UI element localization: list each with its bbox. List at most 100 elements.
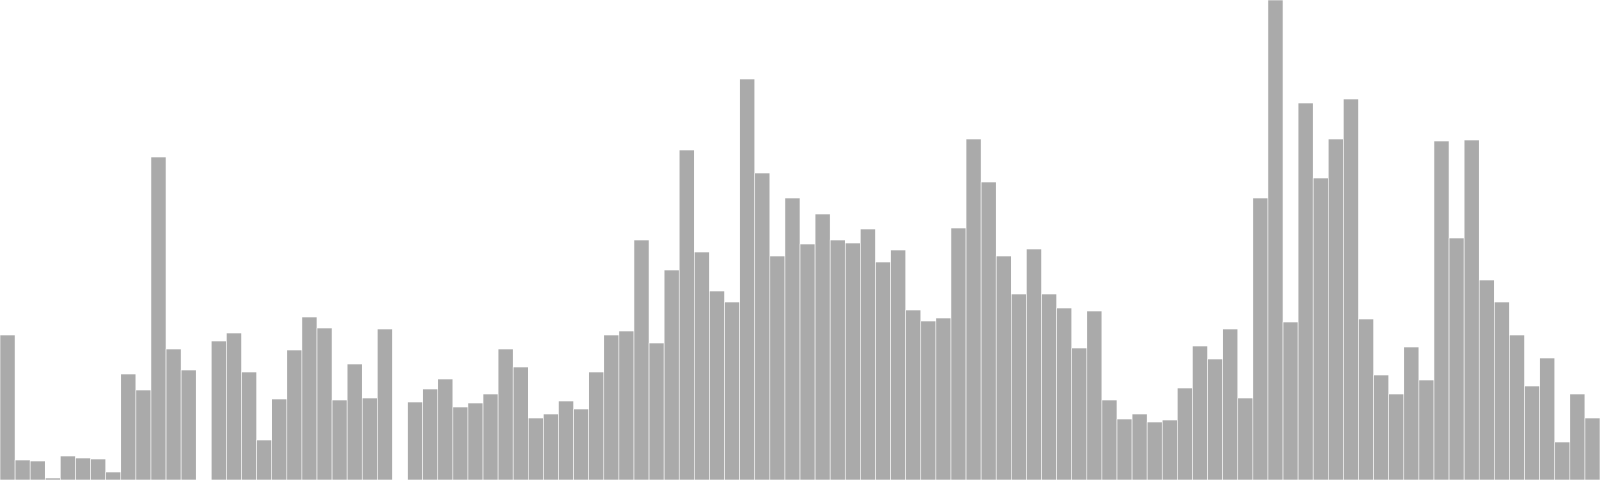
bar-33 (497, 348, 514, 480)
bar-22 (331, 399, 348, 480)
bar-103 (1554, 441, 1571, 480)
bar-80 (1207, 358, 1223, 480)
bar-82 (1237, 397, 1254, 480)
bar-73 (1101, 399, 1118, 480)
bar-94 (1418, 379, 1435, 480)
bar-16 (241, 371, 257, 480)
bar-43 (648, 342, 665, 480)
bar-45 (678, 149, 695, 480)
bar-74 (1116, 418, 1133, 480)
bar-97 (1463, 139, 1480, 480)
bar-29 (437, 378, 454, 480)
bar-47 (709, 290, 725, 480)
bar-102 (1539, 357, 1556, 480)
bar-63 (950, 227, 967, 480)
bar-70 (1056, 307, 1072, 480)
bar-36 (543, 413, 559, 480)
bar-15 (226, 332, 242, 480)
bar-21 (316, 327, 333, 480)
bar-50 (754, 172, 771, 480)
bar-104 (1569, 393, 1586, 480)
bar-67 (1011, 293, 1027, 480)
bar-86 (1297, 102, 1314, 480)
bar-11 (165, 348, 182, 480)
bar-56 (844, 242, 861, 480)
bar-38 (573, 408, 589, 480)
bar-96 (1448, 237, 1465, 480)
bar-46 (694, 251, 710, 480)
bar-30 (452, 406, 469, 480)
bar-31 (467, 402, 484, 480)
bar-42 (633, 239, 650, 480)
bar-93 (1403, 346, 1420, 480)
bar-105 (1584, 417, 1600, 480)
bar-75 (1131, 413, 1148, 480)
bar-99 (1494, 301, 1510, 480)
bar-90 (1358, 318, 1374, 480)
bar-35 (527, 417, 544, 480)
bar-32 (482, 393, 499, 480)
bar-5 (75, 457, 91, 480)
bar-85 (1282, 321, 1299, 480)
bar-34 (512, 366, 529, 480)
bar-49 (739, 78, 756, 480)
bar-4 (60, 455, 76, 480)
bar-95 (1433, 140, 1450, 480)
bar-71 (1071, 347, 1088, 480)
bar-57 (860, 228, 876, 480)
bar-65 (980, 181, 997, 480)
bar-62 (935, 317, 952, 480)
bar-2 (29, 460, 46, 480)
bar-89 (1343, 98, 1359, 480)
bar-100 (1509, 334, 1525, 480)
bar-92 (1388, 393, 1405, 480)
bar-61 (920, 320, 937, 480)
bar-40 (603, 334, 620, 480)
bar-101 (1524, 385, 1540, 480)
bar-59 (890, 249, 906, 480)
bar-37 (558, 400, 574, 480)
bar-48 (724, 301, 740, 480)
bar-76 (1146, 421, 1163, 480)
bar-69 (1041, 293, 1057, 480)
bar-10 (150, 156, 167, 480)
bar-77 (1161, 419, 1178, 480)
bar-55 (829, 239, 846, 480)
bar-25 (377, 328, 393, 480)
bar-14 (211, 340, 227, 480)
bar-17 (256, 439, 272, 480)
bar-60 (905, 309, 922, 480)
bar-52 (784, 197, 801, 480)
bar-51 (769, 255, 786, 480)
bar-23 (346, 363, 363, 480)
bar-12 (180, 369, 197, 480)
bar-53 (799, 243, 816, 480)
bar-78 (1177, 387, 1193, 480)
bar-9 (135, 389, 152, 480)
bar-1 (14, 459, 31, 480)
bar-72 (1086, 310, 1103, 480)
bar-88 (1328, 138, 1344, 480)
bar-66 (995, 255, 1012, 480)
bar-19 (286, 349, 303, 480)
bar-39 (588, 371, 605, 480)
bar-6 (90, 458, 106, 480)
bar-8 (120, 373, 137, 480)
bar-41 (618, 330, 635, 480)
bar-20 (301, 316, 318, 480)
bar-84 (1267, 0, 1284, 480)
bar-83 (1252, 197, 1269, 480)
bar-54 (814, 213, 831, 480)
bar-87 (1312, 177, 1329, 480)
bar-0 (0, 334, 16, 480)
bar-27 (407, 401, 423, 480)
bar-91 (1373, 374, 1389, 480)
bar-68 (1026, 248, 1042, 480)
bar-58 (875, 261, 891, 480)
bar-81 (1222, 328, 1239, 480)
bar-18 (271, 398, 288, 480)
bar-28 (422, 388, 439, 480)
bar-24 (361, 397, 378, 480)
